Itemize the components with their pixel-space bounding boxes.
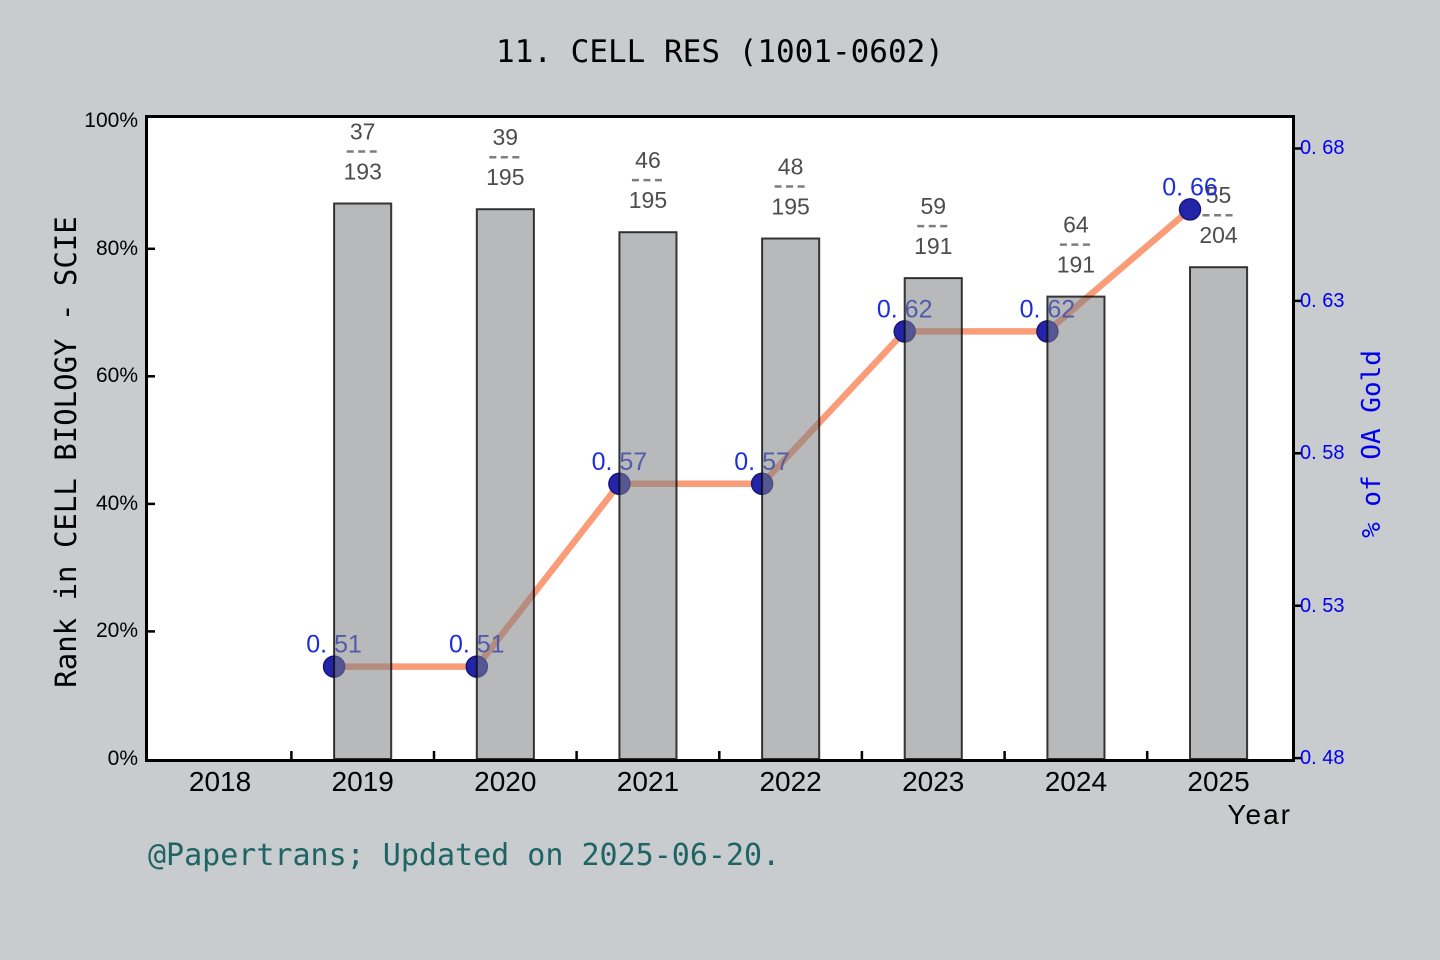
left-axis-tick-label: 100% xyxy=(84,109,138,133)
bar-fraction-numerator: 64 xyxy=(1063,212,1089,238)
right-axis-tick-label: 0. 53 xyxy=(1300,594,1345,617)
credit-text: @Papertrans; Updated on 2025-06-20. xyxy=(148,838,781,873)
x-axis-year-label: 2025 xyxy=(1187,766,1250,797)
left-y-axis-label: Rank in CELL BIOLOGY - SCIE xyxy=(49,216,83,688)
rank-bar xyxy=(1046,295,1106,760)
bar-fraction-numerator: 37 xyxy=(350,118,376,144)
bar-fraction-denominator: 191 xyxy=(1057,252,1095,278)
right-axis-tick-label: 0. 68 xyxy=(1300,137,1345,160)
bar-fraction-numerator: 46 xyxy=(635,147,661,173)
left-axis-tick-label: 40% xyxy=(95,491,138,515)
x-axis-label: Year xyxy=(1227,799,1292,830)
right-axis-tick-label: 0. 63 xyxy=(1300,289,1345,312)
x-axis-year-label: 2019 xyxy=(331,766,394,797)
bar-fraction-denominator: 195 xyxy=(771,194,809,220)
left-axis-tick-label: 80% xyxy=(95,236,138,260)
left-axis-tick-label: 20% xyxy=(95,619,138,643)
bar-fraction-denominator: 195 xyxy=(486,164,524,190)
x-axis-year-label: 2022 xyxy=(759,766,822,797)
left-axis-tick-label: 0% xyxy=(107,747,138,770)
rank-bar xyxy=(1189,266,1249,760)
bar-fraction-numerator: 39 xyxy=(493,124,519,150)
bar-fraction-denominator: 195 xyxy=(629,187,667,213)
bar-fraction-numerator: 48 xyxy=(778,154,804,180)
right-axis-tick-label: 0. 48 xyxy=(1300,747,1345,770)
rank-bar xyxy=(333,202,393,760)
x-axis-year-label: 2024 xyxy=(1044,766,1108,797)
left-axis-tick-label: 60% xyxy=(95,364,138,388)
bar-fraction-numerator: 55 xyxy=(1206,182,1232,208)
x-axis-year-label: 2018 xyxy=(188,766,252,797)
bar-fraction-denominator: 204 xyxy=(1199,222,1238,248)
rank-bar xyxy=(761,237,821,760)
x-axis-year-label: 2023 xyxy=(902,766,965,797)
x-axis-year-label: 2020 xyxy=(474,766,537,797)
right-axis-tick-label: 0. 58 xyxy=(1300,442,1345,465)
oa-gold-point-label: 0. 66 xyxy=(1162,173,1218,201)
bar-fraction-denominator: 191 xyxy=(914,233,952,259)
rank-bar xyxy=(618,231,678,760)
oa-gold-point xyxy=(1178,198,1202,221)
bar-fraction-numerator: 59 xyxy=(920,193,946,219)
x-axis-year-label: 2021 xyxy=(616,766,680,797)
rank-bar xyxy=(903,277,963,760)
rank-bar xyxy=(475,208,535,760)
chart-title: 11. CELL RES (1001-0602) xyxy=(496,34,944,70)
bar-fraction-denominator: 193 xyxy=(343,158,381,184)
